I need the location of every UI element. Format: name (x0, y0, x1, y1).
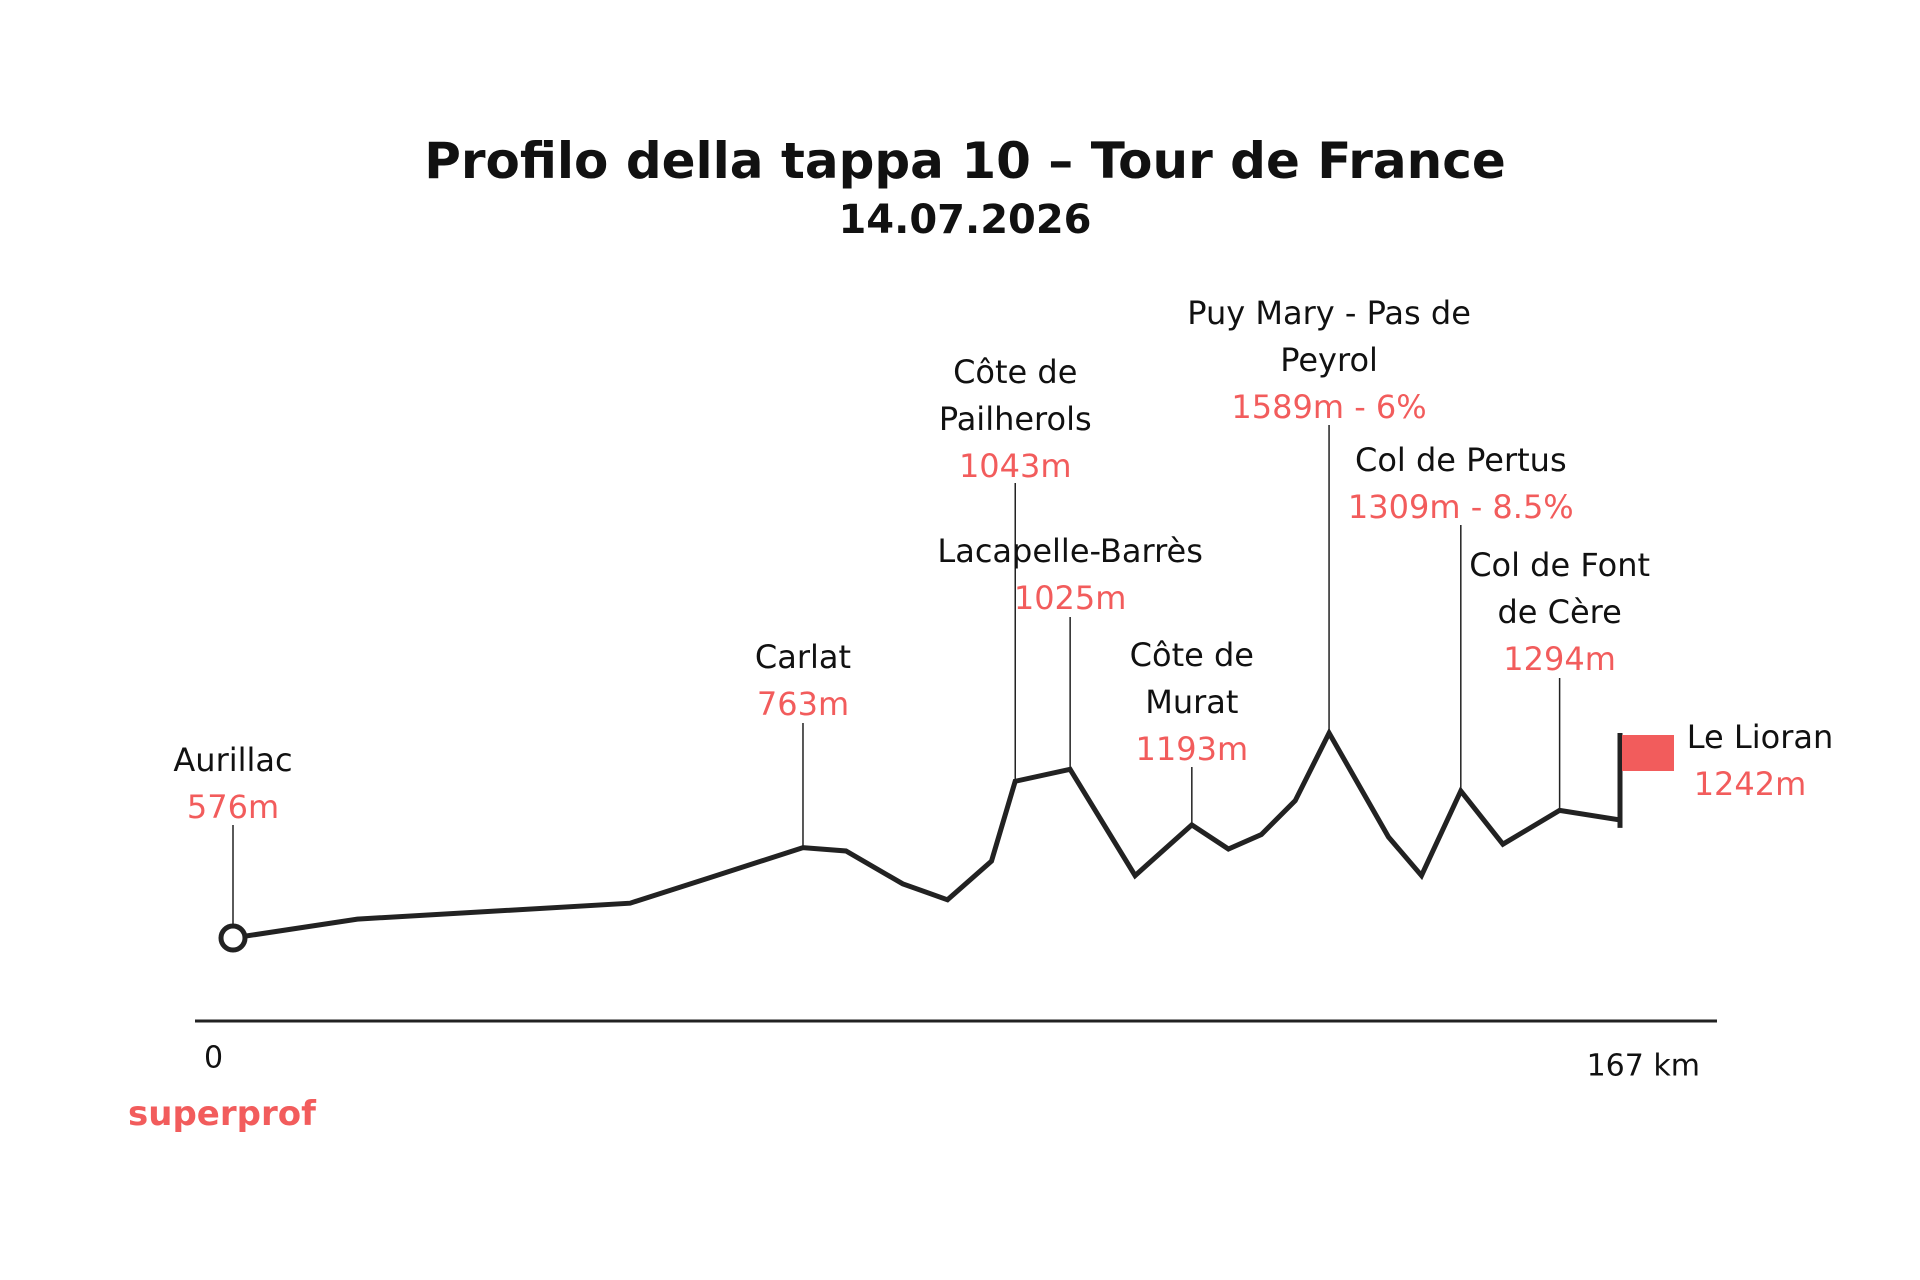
chart-date: 14.07.2026 (838, 197, 1091, 243)
x-axis-end-label: 167 km (1587, 1049, 1700, 1084)
waypoint-elevation: 1589m - 6% (1231, 388, 1426, 426)
x-axis-start-label: 0 (204, 1041, 223, 1076)
waypoint-3: 1025m Lacapelle-Barrès (937, 532, 1203, 770)
waypoint-name: Peyrol (1280, 341, 1378, 379)
waypoint-elevation: 1309m - 8.5% (1348, 488, 1574, 526)
finish-flag-icon (1622, 735, 1674, 771)
waypoint-elevation: 1043m (959, 447, 1072, 485)
waypoint-name: de Cère (1497, 593, 1621, 631)
waypoint-name: Carlat (755, 638, 851, 676)
chart-title: Profilo della tappa 10 – Tour de France (424, 132, 1506, 190)
waypoint-name: Lacapelle-Barrès (937, 532, 1202, 570)
waypoint-elevation: 576m (187, 788, 279, 826)
waypoint-elevation: 1294m (1503, 640, 1616, 678)
waypoint-elevation: 1193m (1136, 730, 1249, 768)
waypoint-name: Aurillac (173, 741, 292, 779)
elevation-line (232, 727, 1623, 941)
waypoint-4: 1193m Côte de Murat (1130, 636, 1254, 825)
waypoint-5: 1589m - 6% Puy Mary - Pas de Peyrol (1187, 294, 1471, 733)
waypoint-2: 1043m Côte de Pailherols (939, 353, 1092, 782)
waypoint-elevation: 1025m (1014, 579, 1127, 617)
waypoint-name: Pailherols (939, 400, 1092, 438)
waypoint-8: Le Lioran 1242m (1617, 718, 1833, 828)
elevation-profile (232, 727, 1623, 941)
waypoint-elevation: 763m (757, 685, 849, 723)
waypoint-name: Col de Pertus (1355, 441, 1567, 479)
waypoint-labels: 576m Aurillac 763m Carlat 1043m Côte de Pailhe… (173, 294, 1833, 953)
waypoint-name: Col de Font (1469, 546, 1650, 584)
waypoint-elevation: 1242m (1694, 765, 1807, 803)
waypoint-name: Puy Mary - Pas de (1187, 294, 1471, 332)
waypoint-7: 1294m Col de Font de Cère (1469, 546, 1650, 811)
waypoint-0: 576m Aurillac (173, 741, 293, 953)
superprof-logo: superprof (128, 1094, 317, 1134)
waypoint-name: Murat (1145, 683, 1238, 721)
waypoint-6: 1309m - 8.5% Col de Pertus (1348, 441, 1574, 792)
waypoint-name: Côte de (1130, 636, 1254, 674)
start-marker-icon (218, 923, 248, 953)
waypoint-1: 763m Carlat (755, 638, 851, 848)
waypoint-name: Le Lioran (1687, 718, 1833, 756)
waypoint-name: Côte de (953, 353, 1077, 391)
